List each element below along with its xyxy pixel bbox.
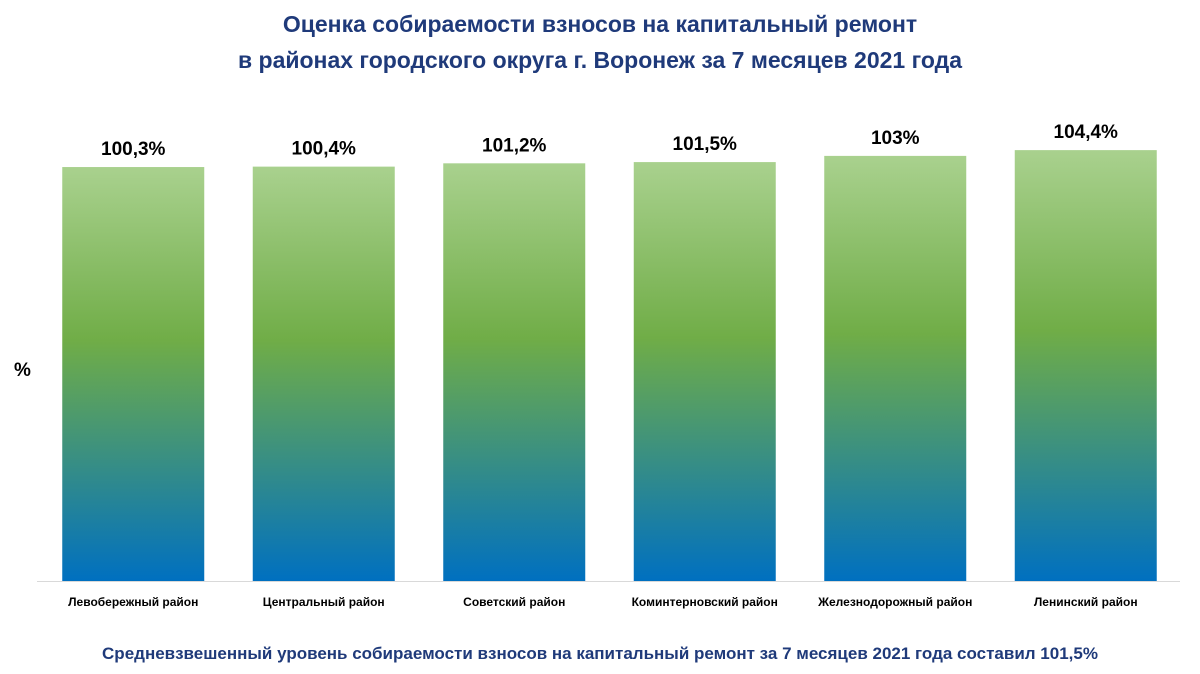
- bar-1: [62, 167, 205, 581]
- bar-5: [824, 155, 967, 581]
- data-label-5: 103%: [871, 128, 920, 149]
- bar-3: [443, 163, 586, 581]
- data-label-4: 101,5%: [673, 134, 738, 155]
- footnote: Средневзвешенный уровень собираемости вз…: [102, 644, 1098, 663]
- bar-4: [633, 162, 776, 581]
- bar-2: [252, 166, 395, 581]
- category-label-3: Советский район: [463, 595, 565, 609]
- chart-title-line-1: Оценка собираемости взносов на капитальн…: [282, 11, 918, 37]
- chart-title: Оценка собираемости взносов на капитальн…: [0, 6, 1200, 78]
- chart-title-line-2: в районах городского округа г. Воронеж з…: [238, 47, 962, 73]
- data-label-1: 100,3%: [101, 139, 166, 160]
- bar-6: [1014, 150, 1157, 581]
- category-label-6: Ленинский район: [1034, 595, 1138, 609]
- data-label-2: 100,4%: [292, 139, 357, 160]
- category-label-5: Железнодорожный район: [817, 595, 972, 609]
- category-label-2: Центральный район: [263, 595, 385, 609]
- data-label-6: 104,4%: [1054, 122, 1119, 143]
- data-label-3: 101,2%: [482, 135, 547, 156]
- y-axis-label: %: [14, 360, 31, 381]
- category-label-4: Коминтерновский район: [632, 595, 778, 609]
- category-label-1: Левобережный район: [68, 595, 198, 609]
